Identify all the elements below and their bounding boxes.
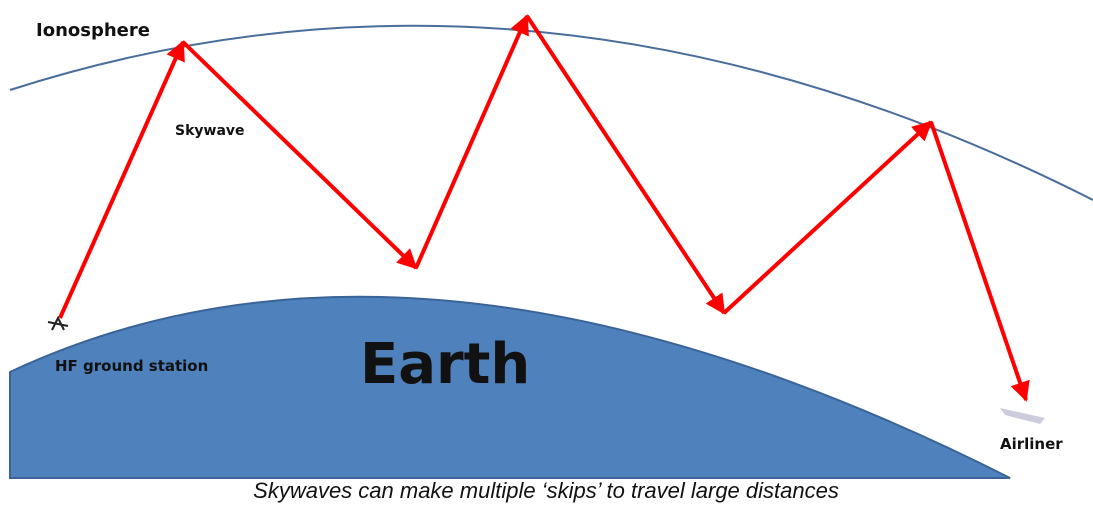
skywave-label: Skywave (175, 123, 245, 139)
airliner-icon (1000, 408, 1045, 424)
earth-shape (9, 295, 1011, 479)
airliner-label: Airliner (1000, 435, 1063, 453)
caption: Skywaves can make multiple ‘skips’ to tr… (253, 478, 839, 503)
station-icon (47, 315, 69, 331)
ionosphere-label: Ionosphere (36, 20, 150, 41)
skywave-paths (58, 14, 1030, 402)
station-label: HF ground station (55, 357, 208, 375)
earth-label: Earth (360, 332, 530, 397)
